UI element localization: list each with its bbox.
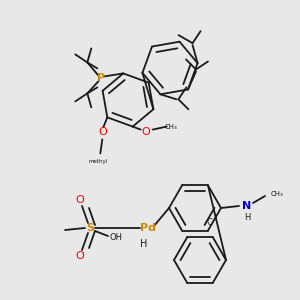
Text: Pd: Pd [140, 223, 156, 233]
Text: S: S [86, 223, 94, 233]
Text: O: O [76, 251, 84, 261]
Text: OH: OH [110, 233, 122, 242]
Text: C: C [206, 218, 212, 227]
Text: CH₃: CH₃ [164, 124, 177, 130]
Text: methyl: methyl [89, 159, 108, 164]
Text: N: N [242, 201, 252, 211]
Text: H: H [244, 214, 250, 223]
Text: O: O [76, 195, 84, 205]
Text: P: P [97, 74, 105, 83]
Text: O: O [141, 127, 150, 136]
Text: O: O [98, 128, 107, 137]
Text: H: H [140, 239, 148, 249]
Text: CH₃: CH₃ [271, 191, 284, 197]
